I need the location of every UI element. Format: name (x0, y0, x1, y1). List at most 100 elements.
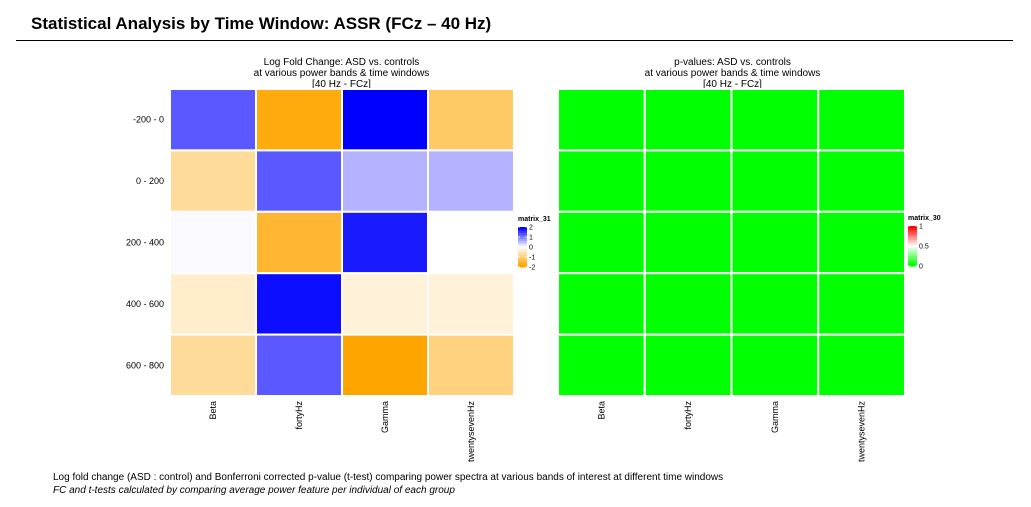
lfc-legend-tick-label: 0 (529, 245, 533, 252)
lfc-legend-swatch (518, 249, 527, 252)
lfc-y-tick-label: 0 - 200 (136, 176, 164, 186)
pval-cell (557, 149, 646, 213)
pval-legend-swatch (908, 254, 917, 257)
lfc-x-tick-label: fortyHz (294, 401, 304, 430)
pval-legend-swatch (908, 246, 917, 249)
pval-legend-tick-label: 0 (919, 264, 923, 271)
lfc-y-tick-label: 200 - 400 (126, 238, 164, 248)
pval-title-line-2: at various power bands & time windows (644, 68, 821, 79)
pval-title-line-3: [40 Hz - FCz] (703, 79, 762, 90)
lfc-cell (169, 333, 257, 398)
lfc-cell (169, 88, 257, 152)
lfc-cell (341, 88, 429, 152)
lfc-title-line-3: [40 Hz - FCz] (312, 79, 371, 90)
lfc-legend-tick-label: -1 (529, 255, 535, 262)
pval-panel-title: p-values: ASD vs. controls at various po… (560, 57, 905, 90)
lfc-cell (169, 210, 257, 275)
lfc-cell (255, 272, 343, 336)
lfc-legend-tick-label: -2 (529, 265, 535, 272)
lfc-y-tick-label: 400 - 600 (126, 299, 164, 309)
pval-cell (817, 149, 906, 213)
page-title: Statistical Analysis by Time Window: ASS… (31, 14, 492, 33)
pval-legend-swatch (908, 244, 917, 247)
lfc-legend-swatch (518, 239, 527, 242)
lfc-cell (341, 210, 429, 275)
pval-legend-swatch (908, 226, 917, 229)
pval-cell (643, 149, 733, 213)
pval-legend-swatch (908, 234, 917, 237)
pval-cell (730, 333, 820, 398)
lfc-cell (255, 333, 343, 398)
lfc-legend-swatch (518, 237, 527, 240)
pval-legend-swatch (908, 258, 917, 261)
lfc-cell (169, 149, 257, 213)
pval-cell (643, 333, 733, 398)
pval-cell (557, 88, 646, 152)
pval-cell (817, 272, 906, 336)
lfc-legend-swatch (518, 255, 527, 258)
lfc-x-tick-label: Beta (208, 401, 218, 420)
lfc-cell (255, 149, 343, 213)
pval-legend-tick-label: 1 (919, 224, 923, 231)
lfc-cell (341, 333, 429, 398)
lfc-legend-swatch (518, 231, 527, 234)
pval-cell (817, 333, 906, 398)
pval-cell (557, 333, 646, 398)
pval-legend-tick-label: 0.5 (919, 244, 929, 251)
pval-cell (557, 272, 646, 336)
lfc-y-tick-label: 600 - 800 (126, 360, 164, 370)
lfc-legend-swatch (518, 253, 527, 256)
pval-x-tick-label: Beta (596, 401, 606, 420)
pval-legend-swatch (908, 232, 917, 235)
pval-legend-swatch (908, 256, 917, 259)
lfc-cell (427, 88, 515, 152)
lfc-panel-title: Log Fold Change: ASD vs. controls at var… (170, 57, 513, 90)
pval-cell (730, 88, 820, 152)
lfc-cell (427, 272, 515, 336)
pval-x-tick-label: fortyHz (683, 401, 693, 430)
lfc-title-line-1: Log Fold Change: ASD vs. controls (263, 57, 420, 68)
lfc-legend-tick-label: 2 (529, 225, 533, 232)
caption-line-1: Log fold change (ASD : control) and Bonf… (53, 472, 724, 483)
pval-legend-swatch (908, 228, 917, 231)
pval-cell (730, 149, 820, 213)
lfc-legend-swatch (518, 243, 527, 246)
pval-cell (730, 210, 820, 275)
lfc-cell (341, 149, 429, 213)
pval-legend-swatch (908, 264, 917, 267)
lfc-legend-swatch (518, 259, 527, 262)
lfc-y-tick-label: -200 - 0 (133, 115, 164, 125)
pval-cell (643, 272, 733, 336)
pval-legend-swatch (908, 240, 917, 243)
lfc-legend-swatch (518, 245, 527, 248)
lfc-cell (255, 210, 343, 275)
lfc-x-tick-label: Gamma (380, 401, 390, 433)
pval-legend-swatch (908, 250, 917, 253)
pval-cell (730, 272, 820, 336)
lfc-legend-swatch (518, 227, 527, 230)
lfc-legend-title: matrix_31 (518, 216, 551, 223)
pval-legend-swatch (908, 238, 917, 241)
pval-x-tick-label: Gamma (770, 401, 780, 433)
lfc-x-tick-label: twentysevenHz (466, 401, 476, 463)
pval-legend-swatch (908, 252, 917, 255)
lfc-legend-swatch (518, 263, 527, 266)
lfc-cell (427, 210, 515, 275)
pval-legend-title: matrix_30 (908, 215, 941, 222)
lfc-legend-swatch (518, 229, 527, 232)
pval-legend-swatch (908, 242, 917, 245)
lfc-cell (255, 88, 343, 152)
pval-legend-swatch (908, 236, 917, 239)
pval-legend-swatch (908, 230, 917, 233)
pval-x-tick-label: twentysevenHz (857, 401, 867, 463)
pval-cell (643, 88, 733, 152)
lfc-legend-swatch (518, 235, 527, 238)
pval-legend-swatch (908, 260, 917, 263)
lfc-cell (169, 272, 257, 336)
pval-legend-swatch (908, 262, 917, 265)
lfc-legend-swatch (518, 241, 527, 244)
lfc-cell (427, 149, 515, 213)
lfc-title-line-2: at various power bands & time windows (253, 68, 430, 79)
lfc-cell (427, 333, 515, 398)
